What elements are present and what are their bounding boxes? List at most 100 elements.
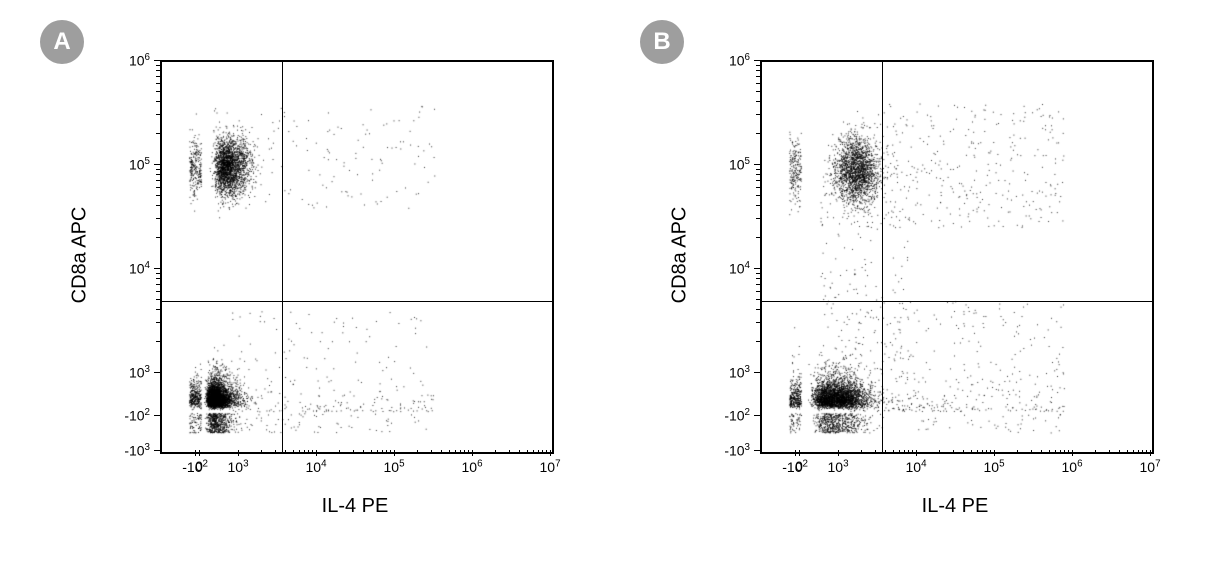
x-minor-tick [986, 450, 987, 454]
x-tick-label: 105 [383, 458, 404, 475]
x-tick-label: 107 [539, 458, 560, 475]
panel-badge-a: A [40, 20, 84, 64]
x-minor-tick [390, 450, 391, 454]
quadrant-vline-b [882, 62, 883, 452]
y-tick-label: 103 [729, 364, 750, 381]
y-tick-label: 105 [729, 156, 750, 173]
panel-badge-b-label: B [653, 28, 670, 56]
x-minor-tick [455, 450, 456, 454]
panel-b: B IL-4 PE CD8a APC -1020103104105106107-… [640, 20, 1200, 560]
x-minor-tick [527, 450, 528, 454]
x-minor-tick [285, 450, 286, 454]
y-minor-tick [156, 76, 160, 77]
x-minor-tick [533, 450, 534, 454]
y-tick [154, 372, 160, 373]
x-minor-tick [546, 450, 547, 454]
panel-badge-b: B [640, 20, 684, 64]
y-tick [754, 268, 760, 269]
y-minor-tick [156, 187, 160, 188]
y-minor-tick [156, 169, 160, 170]
x-minor-tick [339, 450, 340, 454]
y-minor-tick [156, 284, 160, 285]
x-tick-label: 104 [305, 458, 326, 475]
x-minor-tick [908, 450, 909, 454]
y-tick [154, 268, 160, 269]
y-tick-label: 103 [129, 364, 150, 381]
y-minor-tick [156, 65, 160, 66]
x-tick [1072, 450, 1073, 456]
x-minor-tick [963, 450, 964, 454]
x-minor-tick [1060, 450, 1061, 454]
x-minor-tick [1031, 450, 1032, 454]
panel-a: A IL-4 PE CD8a APC -1020103104105106107-… [40, 20, 600, 560]
x-minor-tick [441, 450, 442, 454]
x-minor-tick [275, 450, 276, 454]
y-minor-tick [756, 114, 760, 115]
x-minor-tick [449, 450, 450, 454]
x-tick-label: 106 [461, 458, 482, 475]
y-minor-tick [756, 180, 760, 181]
x-tick [472, 450, 473, 456]
y-tick-label: 106 [129, 52, 150, 69]
y-minor-tick [756, 309, 760, 310]
y-tick [154, 450, 160, 451]
y-minor-tick [756, 322, 760, 323]
x-minor-tick [431, 450, 432, 454]
y-minor-tick [156, 195, 160, 196]
x-minor-tick [1133, 450, 1134, 454]
x-minor-tick [861, 450, 862, 454]
x-minor-tick [1068, 450, 1069, 454]
y-tick [754, 164, 760, 165]
y-minor-tick [156, 205, 160, 206]
y-minor-tick [156, 278, 160, 279]
x-minor-tick [464, 450, 465, 454]
x-minor-tick [460, 450, 461, 454]
x-tick-label: 107 [1139, 458, 1160, 475]
x-tick-label: 0 [195, 458, 203, 474]
x-minor-tick [509, 450, 510, 454]
y-minor-tick [756, 284, 760, 285]
x-minor-tick [899, 450, 900, 454]
y-minor-tick [756, 65, 760, 66]
x-minor-tick [982, 450, 983, 454]
x-tick [1150, 450, 1151, 456]
y-tick-label: 104 [729, 260, 750, 277]
x-minor-tick [1055, 450, 1056, 454]
y-minor-tick [756, 91, 760, 92]
y-minor-tick [756, 278, 760, 279]
x-tick [394, 450, 395, 456]
y-tick [154, 164, 160, 165]
y-minor-tick [756, 187, 760, 188]
y-axis-label-b: CD8a APC [669, 207, 692, 304]
x-minor-tick [382, 450, 383, 454]
scatter-canvas-a [162, 62, 552, 452]
x-axis-label-a: IL-4 PE [322, 495, 389, 518]
y-minor-tick [156, 83, 160, 84]
y-minor-tick [756, 174, 760, 175]
x-minor-tick [1127, 450, 1128, 454]
x-minor-tick [912, 450, 913, 454]
y-tick-label: 104 [129, 260, 150, 277]
x-minor-tick [377, 450, 378, 454]
y-minor-tick [156, 174, 160, 175]
x-tick [838, 450, 839, 456]
plot-box-a [160, 60, 554, 454]
x-tick [199, 450, 200, 456]
x-minor-tick [538, 450, 539, 454]
y-minor-tick [156, 273, 160, 274]
x-minor-tick [977, 450, 978, 454]
y-tick-label: -102 [724, 407, 750, 424]
x-minor-tick [261, 450, 262, 454]
y-minor-tick [756, 299, 760, 300]
y-minor-tick [756, 101, 760, 102]
quadrant-hline-b [762, 301, 1152, 302]
y-minor-tick [156, 299, 160, 300]
x-tick [550, 450, 551, 456]
x-minor-tick [417, 450, 418, 454]
x-minor-tick [990, 450, 991, 454]
x-minor-tick [1017, 450, 1018, 454]
y-minor-tick [756, 76, 760, 77]
x-minor-tick [386, 450, 387, 454]
y-tick [754, 372, 760, 373]
x-minor-tick [1119, 450, 1120, 454]
